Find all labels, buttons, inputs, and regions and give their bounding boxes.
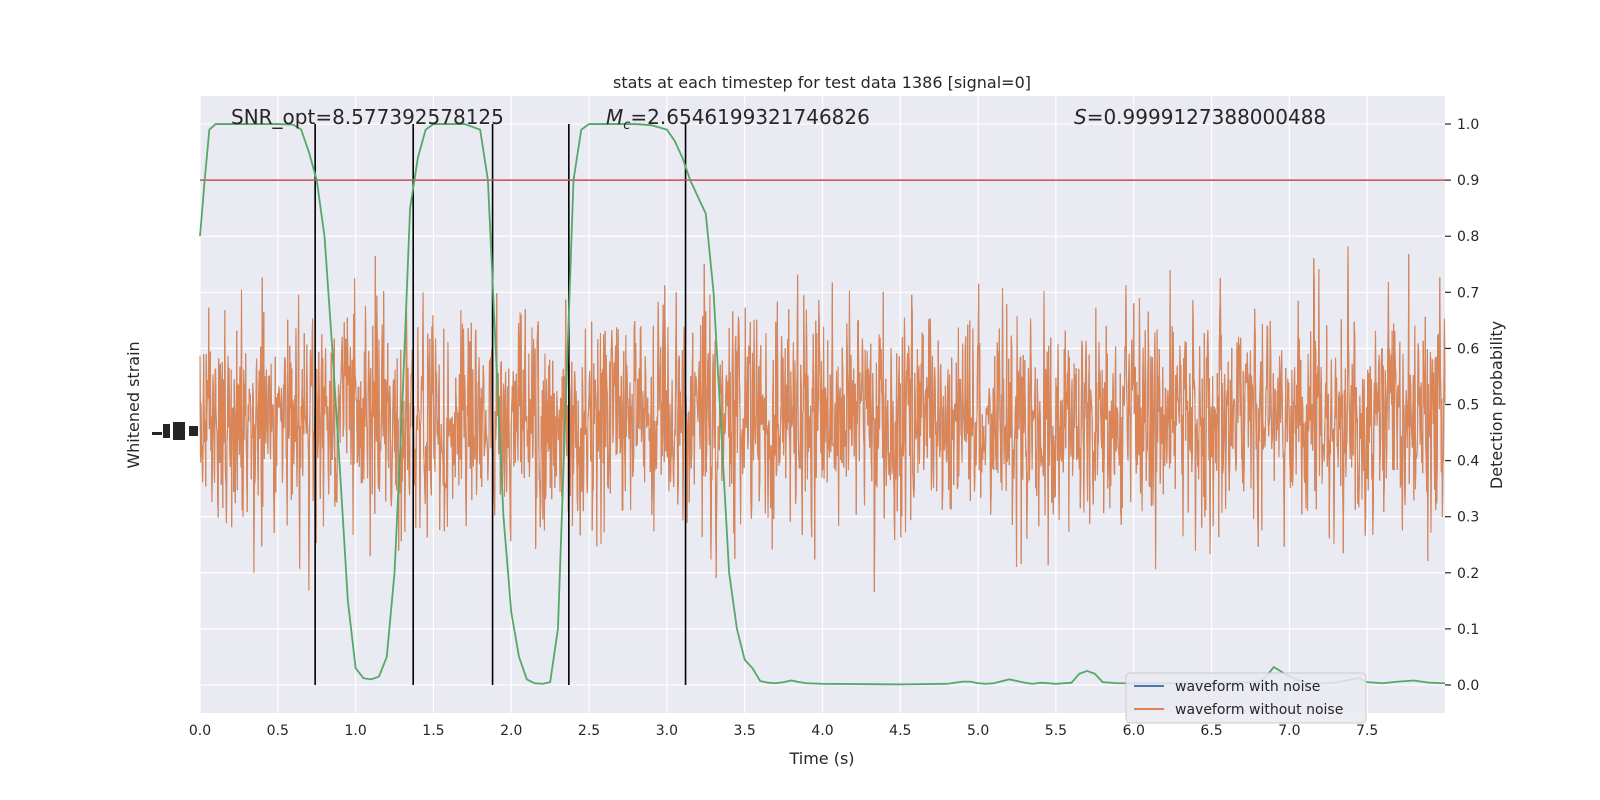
legend: waveform with noise waveform without noi… — [1125, 672, 1367, 724]
x-tick-2: 1.0 — [344, 723, 366, 739]
snr-annotation: SNR_opt=8.577392578125 — [231, 105, 504, 129]
legend-label-with-noise: waveform with noise — [1175, 679, 1320, 695]
y-tick-1: 0.1 — [1457, 622, 1479, 638]
x-tick-10: 5.0 — [967, 723, 989, 739]
x-tick-14: 7.0 — [1278, 723, 1300, 739]
left-y-axis-label: Whitened strain — [124, 341, 143, 468]
series-detection-probability — [199, 123, 1446, 686]
y-tick-4: 0.4 — [1457, 454, 1479, 470]
s-annotation: S=0.9999127388000488 — [1074, 105, 1326, 129]
x-axis-label: Time (s) — [788, 749, 854, 768]
x-tick-7: 3.5 — [734, 723, 756, 739]
y-tick-6: 0.6 — [1457, 341, 1479, 357]
mc-annotation: Mc=2.6546199321746826 — [606, 105, 870, 133]
legend-label-without-noise: waveform without noise — [1175, 702, 1343, 718]
series-without-noise — [199, 246, 1446, 593]
strain-waveforms — [199, 246, 1446, 593]
x-tick-1: 0.5 — [267, 723, 289, 739]
x-tick-11: 5.5 — [1045, 723, 1067, 739]
y-tick-3: 0.3 — [1457, 510, 1479, 526]
right-y-axis-ticks: 0.0 0.1 0.2 0.3 0.4 0.5 0.6 0.7 0.8 0.9 1.0 — [1445, 117, 1479, 694]
y-tick-10: 1.0 — [1457, 117, 1479, 133]
y-tick-8: 0.8 — [1457, 229, 1479, 245]
chart-title: stats at each timestep for test data 138… — [613, 73, 1031, 92]
vertical-markers — [314, 124, 687, 685]
probability-series — [199, 123, 1446, 686]
x-axis-ticks: 0.0 0.5 1.0 1.5 2.0 2.5 3.0 3.5 4.0 4.5 5.0 5.5 6.0 6… — [189, 723, 1378, 739]
y-tick-0: 0.0 — [1457, 678, 1479, 694]
x-tick-12: 6.0 — [1123, 723, 1145, 739]
x-tick-0: 0.0 — [189, 723, 211, 739]
x-tick-6: 3.0 — [656, 723, 678, 739]
x-tick-13: 6.5 — [1200, 723, 1222, 739]
y-tick-2: 0.2 — [1457, 566, 1479, 582]
left-axis-glyphs — [152, 422, 198, 440]
y-tick-5: 0.5 — [1457, 398, 1479, 414]
x-tick-8: 4.0 — [811, 723, 833, 739]
right-y-axis-label: Detection probability — [1487, 321, 1506, 489]
x-tick-5: 2.5 — [578, 723, 600, 739]
y-tick-7: 0.7 — [1457, 285, 1479, 301]
x-tick-3: 1.5 — [422, 723, 444, 739]
x-tick-9: 4.5 — [889, 723, 911, 739]
x-tick-15: 7.5 — [1356, 723, 1378, 739]
y-tick-9: 0.9 — [1457, 173, 1479, 189]
x-tick-4: 2.0 — [500, 723, 522, 739]
